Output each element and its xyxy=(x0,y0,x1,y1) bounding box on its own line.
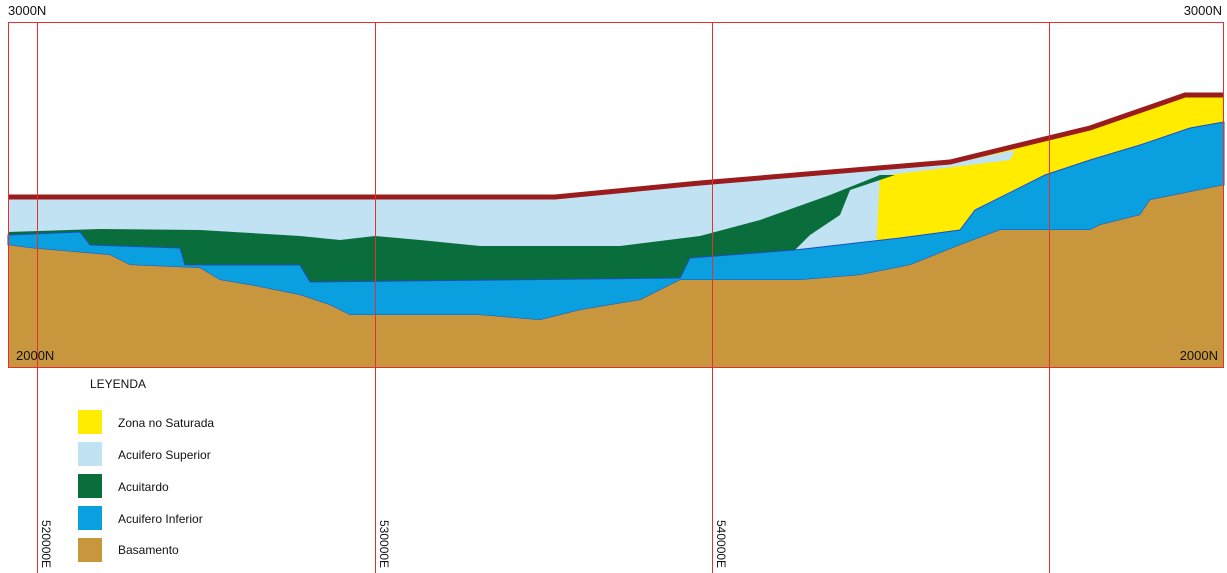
legend-swatch xyxy=(78,506,102,530)
grid-label: 2000N xyxy=(1180,348,1218,363)
geology xyxy=(7,92,1225,367)
legend-label: Acuitardo xyxy=(118,480,169,494)
grid-label: 3000N xyxy=(1184,3,1222,18)
legend-swatch xyxy=(78,474,102,498)
grid-label: 2000N xyxy=(16,348,54,363)
easting-label: 520000E xyxy=(39,520,53,568)
legend-swatch xyxy=(78,442,102,466)
acuitardo xyxy=(8,175,895,282)
easting-label: 530000E xyxy=(377,520,391,568)
legend-label: Basamento xyxy=(118,543,179,557)
easting-label: 540000E xyxy=(714,520,728,568)
legend-label: Acuifero Inferior xyxy=(118,512,203,526)
surface xyxy=(8,92,1224,200)
legend-label: Zona no Saturada xyxy=(118,416,214,430)
legend: LEYENDA Zona no Saturada Acuifero Superi… xyxy=(78,377,214,562)
legend-label: Acuifero Superior xyxy=(118,448,211,462)
legend-title: LEYENDA xyxy=(90,377,146,391)
legend-swatch xyxy=(78,538,102,562)
grid xyxy=(8,22,1224,573)
basamento xyxy=(8,185,1224,367)
grid-label: 3000N xyxy=(8,3,46,18)
frame xyxy=(8,22,1224,368)
legend-swatch xyxy=(78,410,102,434)
